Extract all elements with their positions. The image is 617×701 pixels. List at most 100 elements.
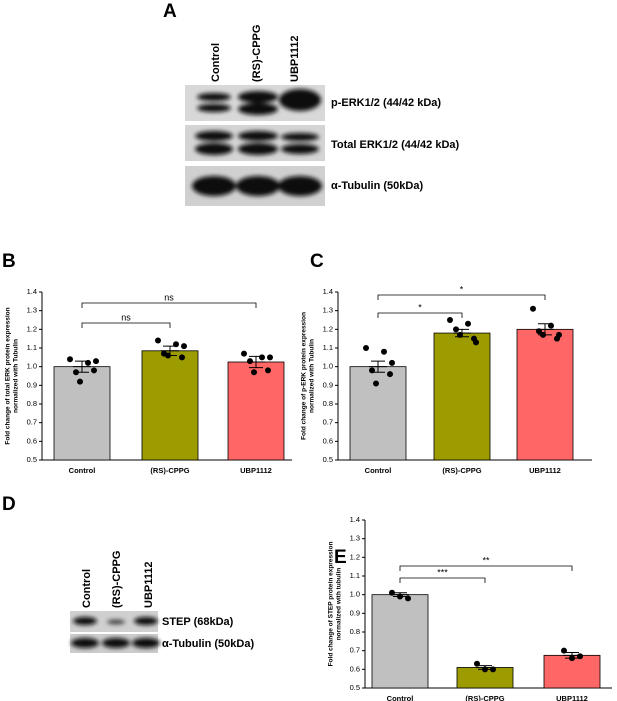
y-tick-label: 1.4 — [350, 515, 360, 524]
bracket — [399, 577, 486, 583]
y-tick-label: 1.1 — [350, 571, 360, 580]
data-point — [77, 378, 83, 385]
data-point — [490, 666, 496, 673]
data-point — [556, 331, 562, 338]
bar — [516, 328, 574, 461]
blot-a: Control (RS)-CPPG UBP1112 p-ERK1/2 (44/4… — [185, 25, 460, 206]
data-point — [181, 343, 187, 350]
data-point — [453, 326, 459, 333]
x-tick-label: UBP1112 — [240, 466, 272, 475]
band-label: α-Tubulin (50kDa) — [331, 180, 423, 192]
y-axis-label: normalized with tubulin — [336, 568, 343, 641]
data-point — [536, 328, 542, 335]
x-tick-label: Control — [365, 466, 392, 475]
band-label: α-Tubulin (50kDa) — [162, 638, 254, 650]
data-point — [363, 345, 369, 351]
data-point — [389, 589, 395, 596]
data-point — [397, 593, 403, 600]
data-point — [373, 380, 379, 387]
data-point — [530, 305, 536, 312]
data-point — [91, 367, 97, 374]
band-label: Total ERK1/2 (44/42 kDa) — [331, 139, 460, 151]
y-tick-label: 1.3 — [350, 534, 360, 543]
panel-letter: C — [310, 251, 324, 272]
data-point — [457, 331, 463, 338]
y-tick-label: 1.1 — [27, 343, 37, 352]
data-point — [369, 367, 375, 374]
x-tick-label: UBP1112 — [529, 466, 561, 475]
y-tick-label: 0.5 — [350, 683, 360, 692]
y-tick-label: 1.0 — [350, 590, 360, 599]
y-tick-label: 1.3 — [323, 306, 333, 315]
lane-label: UBP1112 — [289, 36, 301, 82]
x-tick-label: (RS)-CPPG — [150, 466, 189, 475]
y-axis-label: Fold change of p-ERK protein expression — [301, 312, 308, 440]
data-point — [482, 666, 488, 673]
annotation: * — [418, 302, 422, 312]
y-tick-label: 1.3 — [27, 306, 37, 315]
bar — [141, 350, 199, 461]
x-tick-label: UBP1112 — [556, 694, 588, 701]
data-point — [473, 339, 479, 346]
data-point — [173, 341, 179, 348]
panel-letter: B — [2, 251, 16, 272]
bracket — [399, 565, 573, 571]
blot-d: Control (RS)-CPPG UBP1112 STEP (68kDa) α… — [70, 551, 254, 653]
lane-label: (RS)-CPPG — [111, 551, 123, 608]
y-tick-label: 0.9 — [323, 380, 333, 389]
y-tick-label: 1.1 — [323, 343, 333, 352]
lane-label: UBP1112 — [143, 562, 155, 608]
y-tick-label: 0.6 — [323, 436, 333, 445]
y-tick-label: 0.6 — [27, 436, 37, 445]
y-tick-label: 1.2 — [323, 324, 333, 333]
bracket — [377, 294, 546, 300]
y-tick-label: 0.9 — [27, 380, 37, 389]
panel-letter: A — [163, 1, 177, 22]
y-tick-label: 1.4 — [323, 287, 333, 296]
data-point — [73, 369, 79, 376]
x-tick-label: Control — [387, 694, 414, 701]
y-tick-label: 0.5 — [27, 455, 37, 464]
bar — [433, 332, 491, 461]
y-axis-label: normalized with Tubulin — [309, 339, 316, 413]
blot-strip — [185, 125, 325, 161]
data-point — [569, 655, 575, 662]
data-point — [179, 354, 185, 361]
data-point — [93, 358, 99, 365]
data-point — [155, 337, 161, 344]
error-bar — [369, 360, 387, 373]
annotation: ns — [121, 312, 131, 322]
data-point — [85, 359, 91, 366]
lane-label: Control — [210, 43, 222, 82]
bracket — [81, 302, 257, 308]
data-point — [561, 647, 567, 654]
x-tick-label: (RS)-CPPG — [442, 466, 481, 475]
y-tick-label: 0.7 — [27, 418, 37, 427]
y-tick-label: 1.0 — [27, 362, 37, 371]
annotation: *** — [437, 567, 448, 577]
y-tick-label: 0.9 — [350, 608, 360, 617]
data-point — [67, 356, 73, 363]
x-tick-label: (RS)-CPPG — [465, 694, 504, 701]
annotation: ** — [482, 555, 490, 565]
y-axis-label: Fold change of total ERK protein express… — [5, 307, 12, 444]
panel-letter: E — [334, 547, 347, 568]
data-point — [241, 350, 247, 357]
data-point — [447, 317, 453, 323]
data-point — [474, 660, 480, 667]
x-tick-label: Control — [69, 466, 96, 475]
y-tick-label: 0.8 — [323, 399, 333, 408]
y-tick-label: 0.7 — [323, 418, 333, 427]
data-point — [389, 359, 395, 366]
data-point — [405, 595, 411, 602]
bar — [349, 366, 407, 461]
data-point — [247, 358, 253, 365]
lane-label: Control — [81, 569, 93, 608]
data-point — [251, 369, 257, 376]
y-axis-label: Fold change of STEP protein expression — [328, 542, 335, 667]
data-point — [259, 354, 265, 361]
data-point — [387, 371, 393, 378]
data-point — [267, 354, 273, 361]
bar — [227, 361, 285, 461]
error-bar — [73, 360, 91, 373]
